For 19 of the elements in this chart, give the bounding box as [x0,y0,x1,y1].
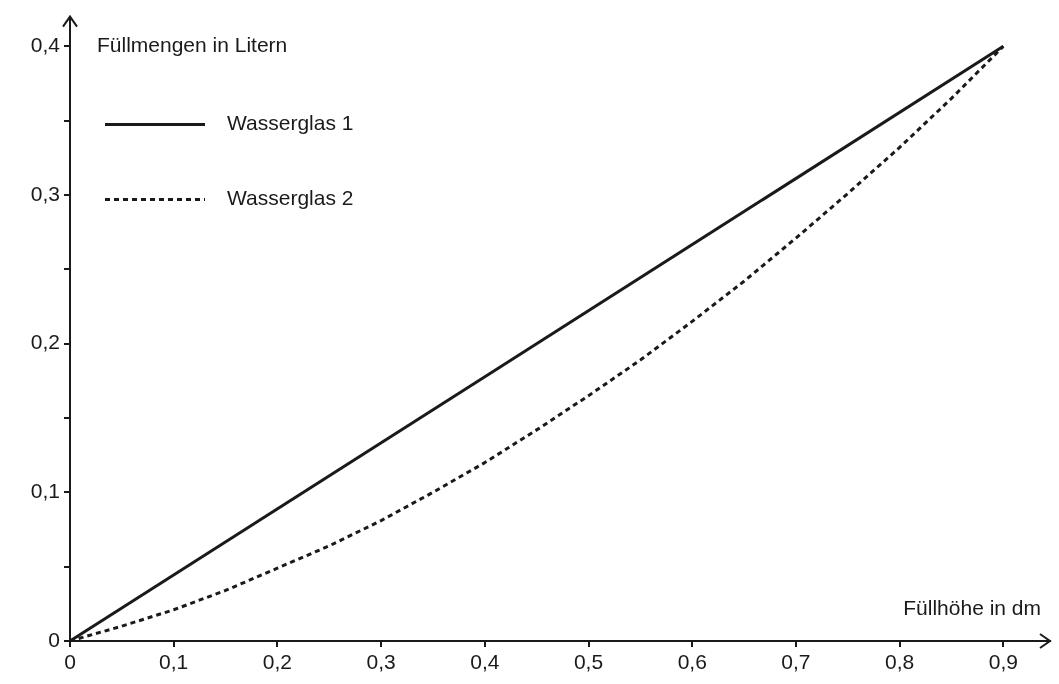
y-tick-label: 0,4 [30,33,61,57]
y-tick-label: 0 [48,627,60,651]
x-tick-label: 0,2 [262,650,293,674]
y-tick-label: 0,2 [30,330,60,354]
x-tick-label: 0,1 [159,650,189,674]
x-tick-label: 0,9 [988,650,1018,674]
x-tick-label: 0,7 [781,650,811,674]
x-tick-label: 0,5 [573,650,604,674]
y-axis-title: Füllmengen in Litern [97,33,288,57]
x-tick-label: 0 [64,650,76,674]
y-tick-label: 0,1 [30,479,60,503]
x-tick-label: 0,3 [366,650,396,674]
legend-label: Wasserglas 1 [227,111,354,135]
x-tick-label: 0,6 [677,650,707,674]
y-tick-label: 0,3 [30,181,60,205]
x-tick-label: 0,8 [885,650,915,674]
x-tick-label: 0,4 [470,650,500,674]
x-axis-title: Füllhöhe in dm [903,595,1041,619]
legend-label: Wasserglas 2 [227,186,354,210]
